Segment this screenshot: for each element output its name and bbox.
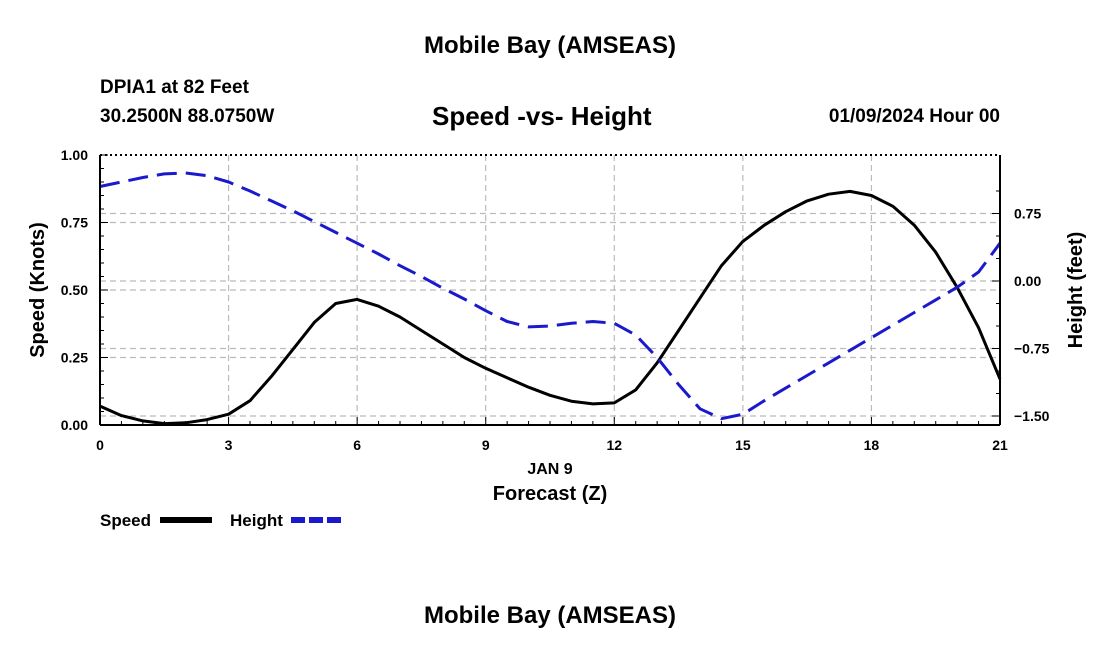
x-tick-label: 15 — [735, 437, 751, 453]
series-layer — [99, 171, 1002, 426]
chart-title: Speed -vs- Height — [432, 101, 652, 131]
y-left-tick-label: 0.50 — [61, 282, 88, 298]
grid-lines — [100, 155, 1000, 425]
axis-labels: 0 3 6 9 12 15 18 21 0.00 0.25 0.50 0.75 1.00 −1.50 −0.… — [27, 147, 1087, 505]
x-tick-label: 12 — [606, 437, 622, 453]
legend: Speed Height — [100, 511, 343, 530]
station-label: DPIA1 at 82 Feet — [100, 77, 249, 98]
series-line-height — [99, 171, 1002, 421]
axis-ticks — [99, 154, 1001, 426]
x-tick-label: 21 — [992, 437, 1008, 453]
y-right-tick-label: 0.75 — [1014, 206, 1041, 222]
x-tick-label: 9 — [482, 437, 490, 453]
y-right-tick-label: 0.00 — [1014, 273, 1041, 289]
series-line-speed — [99, 189, 1002, 426]
x-tick-label: 0 — [96, 437, 104, 453]
y-right-tick-label: −0.75 — [1014, 341, 1050, 357]
x-date-label: JAN 9 — [527, 461, 572, 478]
forecast-date: 01/09/2024 Hour 00 — [828, 106, 1000, 127]
legend-label-speed: Speed — [100, 511, 151, 530]
y-right-axis-title: Height (feet) — [1065, 232, 1087, 349]
y-left-tick-label: 0.00 — [61, 417, 88, 433]
x-tick-label: 6 — [353, 437, 361, 453]
y-left-tick-label: 0.25 — [61, 350, 88, 366]
page-title-bottom: Mobile Bay (AMSEAS) — [423, 602, 677, 629]
x-tick-label: 18 — [864, 437, 880, 453]
y-right-tick-label: −1.50 — [1014, 408, 1050, 424]
y-left-axis-title: Speed (Knots) — [27, 222, 49, 358]
legend-label-height: Height — [230, 511, 283, 530]
page-title-top: Mobile Bay (AMSEAS) — [423, 32, 677, 59]
station-coords: 30.2500N 88.0750W — [100, 106, 275, 127]
x-tick-label: 3 — [225, 437, 233, 453]
y-left-tick-label: 0.75 — [61, 215, 88, 231]
x-axis-title: Forecast (Z) — [493, 483, 607, 505]
y-left-tick-label: 1.00 — [61, 147, 88, 163]
